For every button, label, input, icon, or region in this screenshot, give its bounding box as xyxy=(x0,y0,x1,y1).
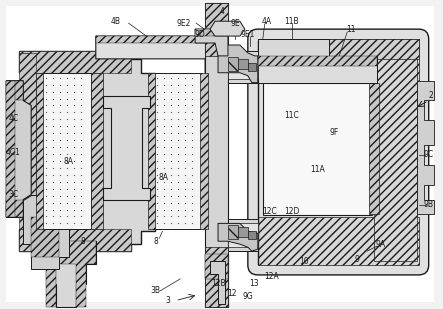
Polygon shape xyxy=(258,56,377,66)
Polygon shape xyxy=(258,218,419,265)
Polygon shape xyxy=(23,195,69,269)
Text: 9C: 9C xyxy=(424,150,434,159)
Polygon shape xyxy=(228,57,238,71)
Polygon shape xyxy=(258,39,419,59)
Text: 8A: 8A xyxy=(64,157,74,167)
Polygon shape xyxy=(228,223,258,247)
Polygon shape xyxy=(205,3,228,56)
Text: 11B: 11B xyxy=(284,17,299,26)
Text: 4C1: 4C1 xyxy=(6,147,21,157)
Text: 11: 11 xyxy=(346,25,356,34)
Polygon shape xyxy=(39,241,96,307)
Text: 3B: 3B xyxy=(151,286,160,295)
Polygon shape xyxy=(205,254,228,279)
Polygon shape xyxy=(19,229,131,251)
Polygon shape xyxy=(210,21,245,36)
Text: 9E: 9E xyxy=(230,19,240,28)
Polygon shape xyxy=(210,261,225,304)
Polygon shape xyxy=(148,73,155,229)
Bar xyxy=(41,73,91,229)
Text: 8A: 8A xyxy=(158,173,168,182)
Text: 9E2: 9E2 xyxy=(176,19,190,28)
Polygon shape xyxy=(91,73,103,229)
Polygon shape xyxy=(6,81,23,100)
FancyBboxPatch shape xyxy=(248,29,429,275)
Polygon shape xyxy=(96,36,205,43)
Polygon shape xyxy=(103,95,151,200)
Polygon shape xyxy=(248,231,256,239)
Bar xyxy=(263,83,372,215)
Polygon shape xyxy=(218,45,258,83)
Text: 4A: 4A xyxy=(262,17,272,26)
Text: 12: 12 xyxy=(227,289,237,298)
Text: 4B: 4B xyxy=(111,17,120,26)
Text: 9A: 9A xyxy=(376,240,386,249)
Polygon shape xyxy=(195,29,228,36)
Text: 9G: 9G xyxy=(242,292,253,301)
Text: 9B: 9B xyxy=(424,200,434,209)
Text: 13: 13 xyxy=(249,279,259,288)
Polygon shape xyxy=(238,227,248,237)
Text: 9D: 9D xyxy=(195,30,206,39)
Text: 9F: 9F xyxy=(330,128,339,137)
Polygon shape xyxy=(258,39,329,59)
Polygon shape xyxy=(19,53,36,229)
Polygon shape xyxy=(19,51,165,251)
Polygon shape xyxy=(205,254,228,307)
Polygon shape xyxy=(238,59,248,69)
Polygon shape xyxy=(195,29,228,56)
Polygon shape xyxy=(36,73,43,229)
Text: 9E1: 9E1 xyxy=(241,30,255,39)
Polygon shape xyxy=(6,200,23,218)
Text: 12B: 12B xyxy=(211,279,225,288)
Text: 12C: 12C xyxy=(262,207,277,216)
Text: 3C: 3C xyxy=(8,190,18,199)
Polygon shape xyxy=(228,224,258,251)
Text: 4: 4 xyxy=(220,7,225,16)
Text: 10: 10 xyxy=(299,256,309,265)
Polygon shape xyxy=(19,51,131,73)
Text: 11A: 11A xyxy=(310,165,325,174)
Polygon shape xyxy=(39,241,96,307)
Polygon shape xyxy=(96,36,228,73)
Polygon shape xyxy=(228,219,258,251)
Text: 9: 9 xyxy=(355,255,360,264)
Bar xyxy=(152,73,202,229)
Text: 3: 3 xyxy=(166,296,171,305)
Text: 11C: 11C xyxy=(284,111,299,120)
Polygon shape xyxy=(248,63,256,71)
Polygon shape xyxy=(417,81,434,214)
Text: 12A: 12A xyxy=(264,273,279,281)
Polygon shape xyxy=(31,218,59,257)
Polygon shape xyxy=(200,73,208,229)
Polygon shape xyxy=(218,223,258,251)
Polygon shape xyxy=(205,247,228,307)
Polygon shape xyxy=(369,83,379,214)
Text: 2: 2 xyxy=(428,91,433,100)
Polygon shape xyxy=(374,43,417,261)
Polygon shape xyxy=(205,3,228,307)
Polygon shape xyxy=(6,81,31,218)
Polygon shape xyxy=(228,51,258,83)
Polygon shape xyxy=(258,39,419,81)
Polygon shape xyxy=(258,56,377,83)
Polygon shape xyxy=(228,225,238,239)
Text: 12D: 12D xyxy=(284,207,299,216)
Polygon shape xyxy=(228,56,258,79)
Text: 4C: 4C xyxy=(8,114,18,123)
Text: 8: 8 xyxy=(153,237,158,246)
Polygon shape xyxy=(6,81,16,218)
Text: 8: 8 xyxy=(81,237,85,246)
